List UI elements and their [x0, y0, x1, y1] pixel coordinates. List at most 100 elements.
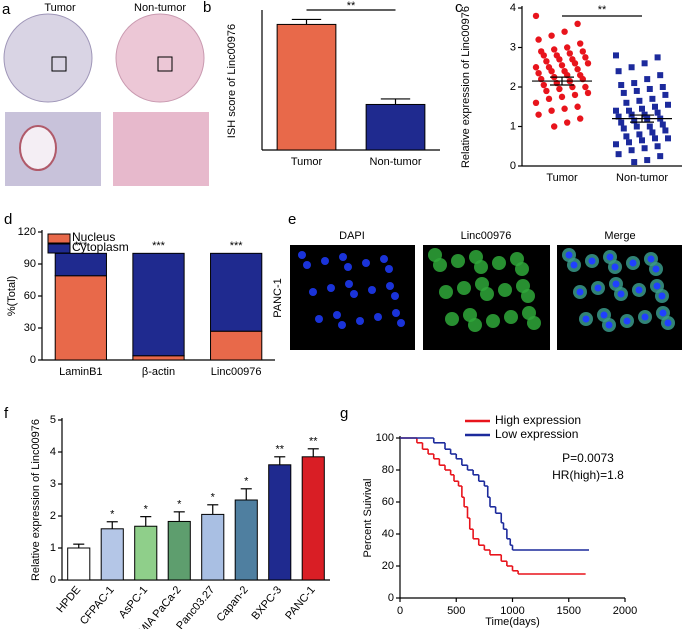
bar — [100, 528, 124, 581]
x-tick-label: 1500 — [557, 605, 581, 617]
point — [548, 68, 555, 75]
point — [631, 159, 638, 166]
zoom-box — [157, 56, 173, 72]
cell — [486, 314, 500, 328]
point — [636, 131, 643, 138]
point — [639, 105, 645, 112]
cell-nucleus — [653, 282, 661, 290]
point — [615, 113, 622, 120]
y-tick-label: 120 — [18, 226, 36, 238]
cell — [397, 319, 405, 327]
cell-nucleus — [652, 265, 660, 273]
y-tick-label: 1 — [50, 542, 56, 554]
significance: * — [177, 499, 182, 511]
annotation: P=0.0073 — [562, 451, 614, 465]
point — [641, 145, 648, 152]
point — [579, 48, 586, 55]
point — [620, 125, 627, 132]
image-title: Non-tumor — [134, 2, 186, 14]
point — [633, 123, 640, 130]
cell-nucleus — [664, 319, 672, 327]
bar-segment — [54, 275, 107, 361]
image-title: DAPI — [339, 230, 365, 242]
y-tick-label: 3 — [50, 478, 56, 490]
panel-label: c — [455, 0, 463, 16]
cell-nucleus — [612, 280, 620, 288]
point — [623, 133, 630, 140]
cell — [338, 321, 346, 329]
y-tick-label: 100 — [376, 432, 394, 444]
y-axis-label: Percent Suivival — [362, 479, 374, 558]
vessel — [19, 125, 57, 171]
y-tick-label: 0 — [50, 574, 56, 586]
cell — [492, 256, 506, 270]
cell-nucleus — [565, 251, 573, 259]
point — [615, 68, 622, 75]
point — [628, 64, 635, 71]
panel-label: g — [340, 405, 348, 422]
cell-nucleus — [641, 313, 649, 321]
x-tick-label: HPDE — [54, 584, 83, 615]
y-axis-label: Relative expression of Linc00976 — [460, 6, 472, 168]
cell — [457, 281, 471, 295]
x-tick-label: Non-tumor — [370, 156, 422, 168]
y-tick-label: 20 — [382, 560, 394, 572]
point — [556, 85, 563, 93]
y-tick-label: 0 — [388, 592, 394, 604]
significance: * — [110, 509, 115, 521]
cell — [303, 261, 311, 269]
point — [548, 107, 555, 114]
point — [631, 117, 638, 124]
point — [649, 95, 656, 102]
point — [641, 60, 648, 67]
legend-label: High expression — [495, 413, 581, 427]
image-title: Merge — [604, 230, 635, 242]
cell — [333, 311, 341, 319]
point — [540, 81, 547, 89]
y-tick-label: 3 — [510, 41, 516, 53]
y-tick-label: 2 — [50, 510, 56, 522]
tissue-core — [115, 13, 205, 103]
tissue-zoom — [113, 112, 209, 186]
cell-nucleus — [582, 315, 590, 323]
bar-segment — [210, 330, 263, 361]
point — [543, 87, 550, 95]
row-label: PANC-1 — [272, 278, 284, 318]
point — [652, 103, 658, 110]
x-tick-label: β-actin — [142, 366, 175, 378]
cell-nucleus — [659, 309, 667, 317]
point — [532, 12, 540, 20]
panel-label: e — [288, 211, 296, 228]
point — [543, 58, 550, 65]
cell — [480, 287, 494, 301]
point — [561, 28, 568, 35]
panel-label: a — [2, 1, 11, 18]
bar-segment — [54, 252, 107, 277]
image-title: Linc00976 — [461, 230, 512, 242]
point — [662, 127, 669, 134]
bar — [167, 520, 191, 581]
significance: * — [211, 492, 216, 504]
bar — [301, 456, 325, 581]
point — [574, 103, 581, 110]
bar-segment — [132, 252, 185, 357]
x-tick-label: Non-tumor — [616, 172, 668, 184]
panel-a-images — [3, 13, 209, 186]
bar — [134, 525, 158, 581]
x-tick-label: 2000 — [613, 605, 637, 617]
cell-nucleus — [600, 311, 608, 319]
cell-nucleus — [576, 288, 584, 296]
point — [540, 52, 547, 59]
cell-nucleus — [658, 292, 666, 300]
cell — [315, 315, 323, 323]
cell — [504, 310, 518, 324]
y-tick-label: 0 — [30, 354, 36, 366]
point — [548, 32, 555, 39]
cell-nucleus — [647, 255, 655, 263]
cell — [433, 258, 447, 272]
x-tick-label: Linc00976 — [211, 366, 262, 378]
point — [561, 105, 568, 112]
point — [532, 64, 540, 71]
legend-swatch — [47, 243, 71, 254]
